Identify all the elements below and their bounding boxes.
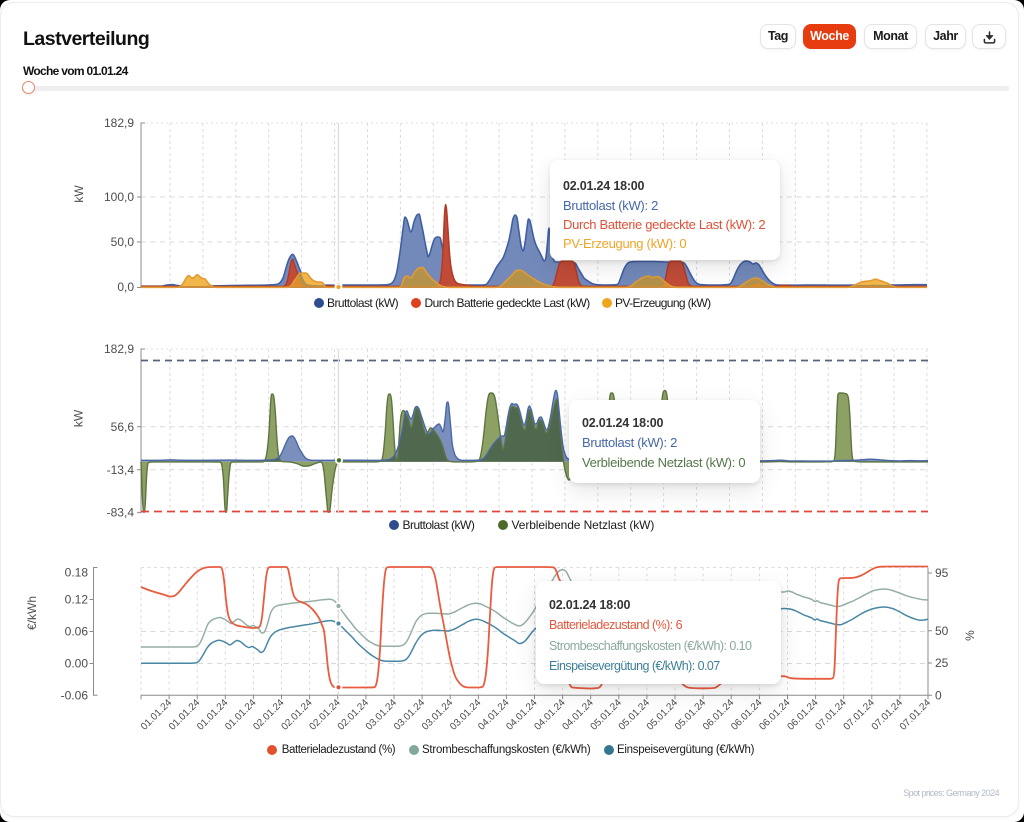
- svg-text:56,6: 56,6: [111, 420, 135, 434]
- svg-text:-13,4: -13,4: [107, 463, 135, 477]
- svg-text:25: 25: [935, 656, 949, 670]
- svg-text:kW: kW: [72, 409, 86, 427]
- svg-text:100,0: 100,0: [104, 190, 134, 204]
- svg-text:0.06: 0.06: [65, 625, 89, 639]
- svg-text:0,0: 0,0: [117, 280, 134, 294]
- svg-text:-83,4: -83,4: [107, 506, 135, 520]
- svg-text:95: 95: [935, 566, 949, 580]
- svg-text:0.00: 0.00: [65, 657, 89, 671]
- svg-text:€/kWh: €/kWh: [25, 596, 39, 630]
- svg-text:kW: kW: [72, 185, 86, 203]
- svg-text:0.12: 0.12: [65, 593, 89, 607]
- svg-text:%: %: [963, 630, 977, 641]
- svg-text:07.01.24: 07.01.24: [898, 697, 934, 733]
- svg-text:50: 50: [935, 624, 949, 638]
- svg-text:50,0: 50,0: [111, 235, 135, 249]
- svg-text:0: 0: [935, 688, 942, 702]
- svg-text:182,9: 182,9: [104, 116, 134, 130]
- svg-text:0.18: 0.18: [65, 566, 89, 580]
- svg-text:-0.06: -0.06: [61, 688, 89, 702]
- svg-text:182,9: 182,9: [104, 342, 134, 356]
